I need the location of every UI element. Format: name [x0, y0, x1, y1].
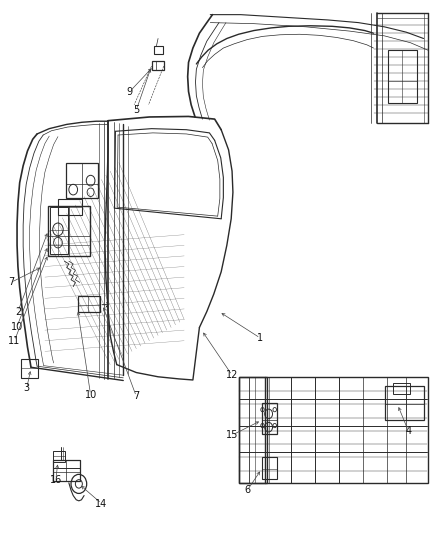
- Text: 5: 5: [133, 105, 139, 115]
- Text: 10: 10: [85, 390, 97, 400]
- Text: 11: 11: [8, 336, 21, 346]
- Bar: [261, 403, 277, 433]
- Text: 10: 10: [11, 322, 23, 333]
- Bar: [154, 46, 163, 54]
- Text: 15: 15: [226, 430, 238, 440]
- Text: 6: 6: [244, 485, 251, 495]
- Bar: [53, 451, 65, 462]
- Text: 7: 7: [8, 277, 14, 287]
- Bar: [53, 459, 80, 468]
- Bar: [53, 460, 80, 481]
- Bar: [239, 377, 267, 483]
- Bar: [152, 61, 164, 70]
- Text: 16: 16: [49, 475, 62, 484]
- Bar: [388, 50, 417, 103]
- Text: 2: 2: [15, 306, 21, 317]
- Bar: [239, 377, 428, 483]
- Bar: [261, 457, 277, 479]
- Bar: [50, 207, 67, 254]
- Bar: [385, 386, 424, 420]
- Bar: [66, 163, 99, 198]
- Text: 1: 1: [257, 333, 263, 343]
- Bar: [58, 199, 82, 215]
- Bar: [78, 296, 100, 312]
- Bar: [393, 383, 410, 394]
- Text: 9: 9: [127, 86, 133, 96]
- Text: 3: 3: [24, 383, 30, 393]
- Text: 14: 14: [95, 498, 108, 508]
- Text: 4: 4: [405, 426, 411, 436]
- Bar: [48, 206, 90, 256]
- Text: 7: 7: [133, 391, 139, 401]
- Bar: [21, 359, 39, 378]
- Text: 12: 12: [226, 370, 238, 380]
